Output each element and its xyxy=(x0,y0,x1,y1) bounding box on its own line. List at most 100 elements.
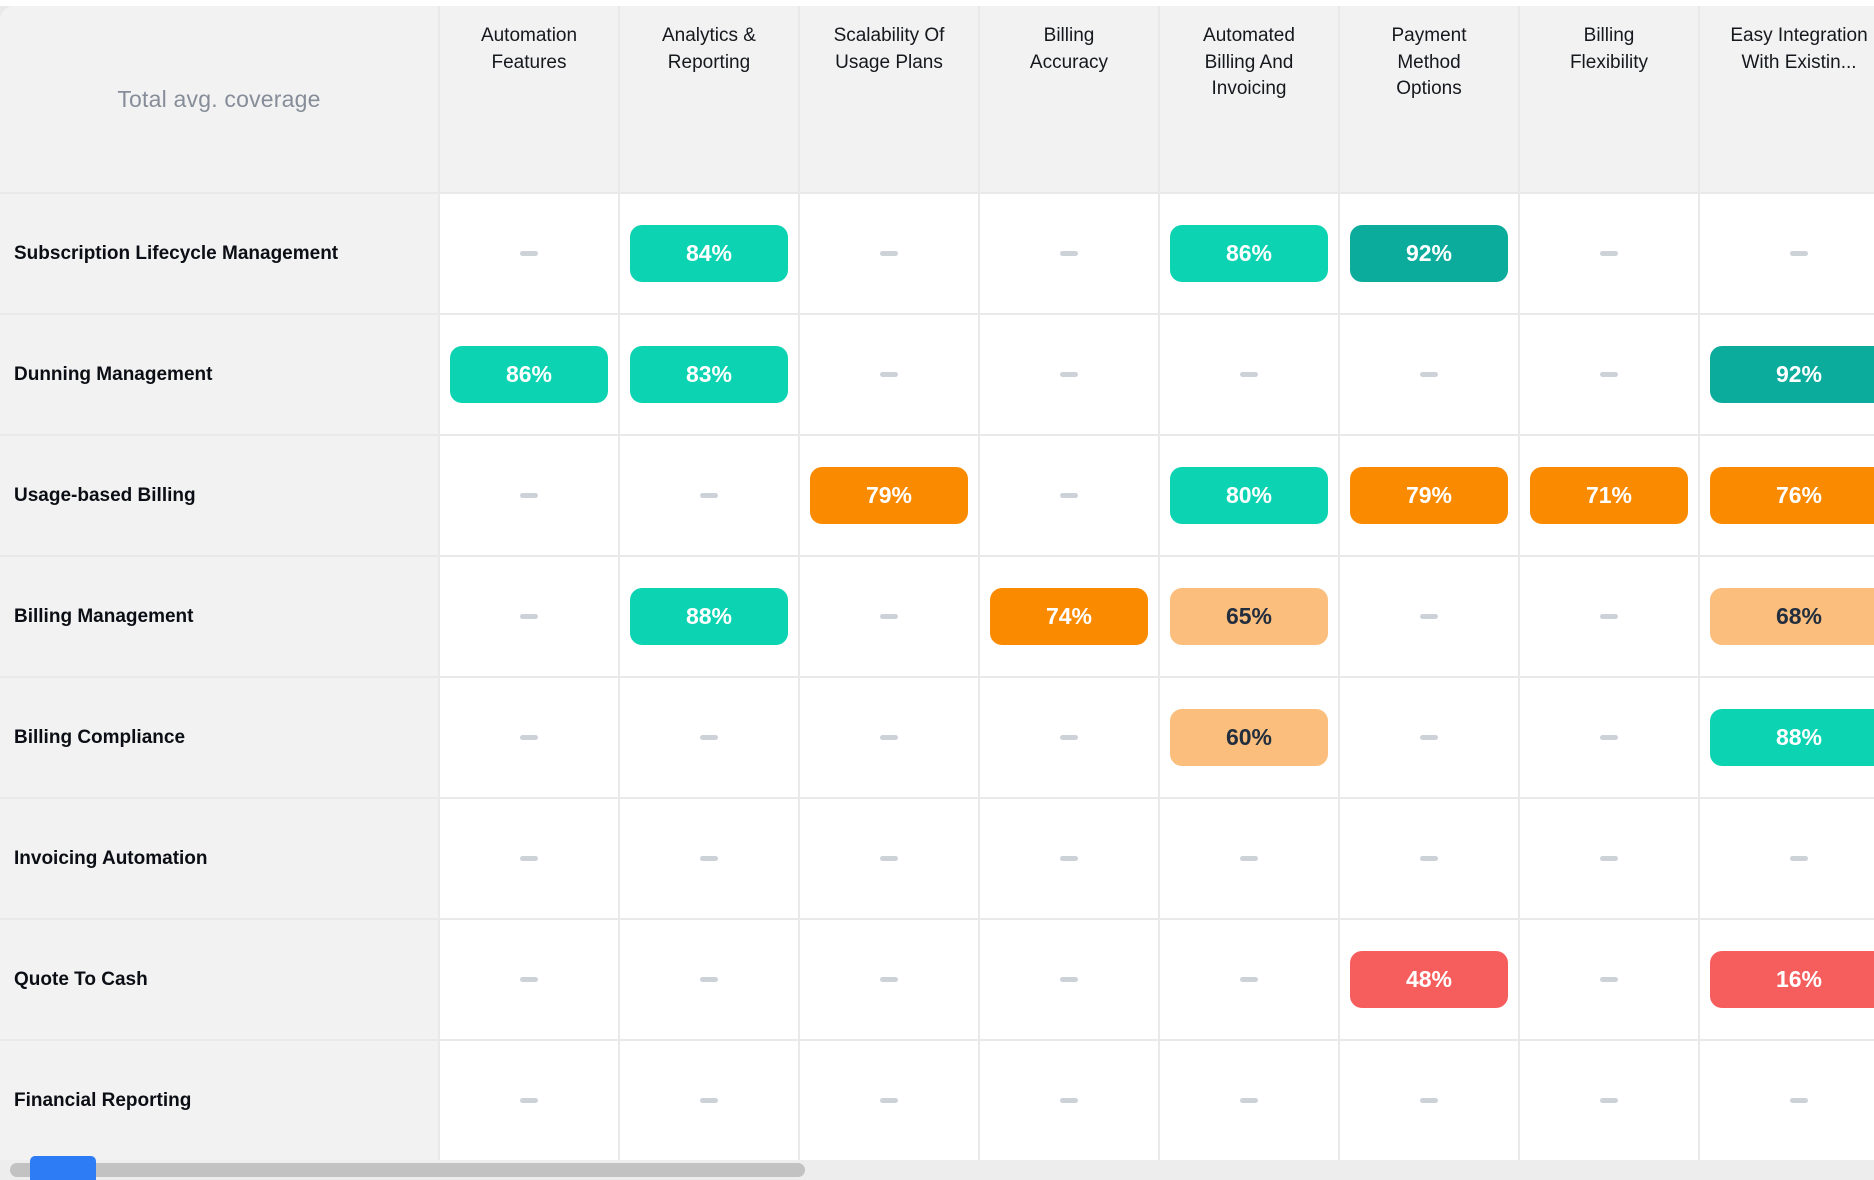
column-header-label: Automation Features xyxy=(480,25,578,73)
value-badge[interactable]: 88% xyxy=(630,588,788,645)
data-cell xyxy=(1700,1041,1874,1160)
row-label-7: Quote To Cash xyxy=(0,920,438,1039)
empty-dash xyxy=(1420,735,1438,740)
data-cell: 48% xyxy=(1340,920,1518,1039)
data-cell xyxy=(1340,799,1518,918)
empty-dash xyxy=(1060,977,1078,982)
value-badge[interactable]: 65% xyxy=(1170,588,1328,645)
empty-dash xyxy=(1600,977,1618,982)
table-title-cell: Total avg. coverage xyxy=(0,6,438,192)
coverage-table: Total avg. coverage Automation Features A… xyxy=(0,6,1874,1160)
empty-dash xyxy=(700,735,718,740)
scrollbar-thumb[interactable] xyxy=(10,1163,805,1177)
data-cell xyxy=(440,678,618,797)
data-cell xyxy=(800,678,978,797)
data-cell xyxy=(980,436,1158,555)
data-cell xyxy=(980,920,1158,1039)
row-label-text: Quote To Cash xyxy=(14,968,148,990)
empty-dash xyxy=(520,856,538,861)
empty-dash xyxy=(520,493,538,498)
row-label-6: Invoicing Automation xyxy=(0,799,438,918)
data-cell xyxy=(1160,1041,1338,1160)
empty-dash xyxy=(520,977,538,982)
data-cell: 88% xyxy=(620,557,798,676)
empty-dash xyxy=(700,856,718,861)
value-badge[interactable]: 48% xyxy=(1350,951,1508,1008)
column-header-6: Payment Method Options xyxy=(1340,6,1518,192)
value-badge[interactable]: 92% xyxy=(1350,225,1508,282)
data-cell xyxy=(1520,194,1698,313)
row-label-1: Subscription Lifecycle Management xyxy=(0,194,438,313)
data-cell xyxy=(800,920,978,1039)
data-cell xyxy=(440,557,618,676)
value-badge[interactable]: 74% xyxy=(990,588,1148,645)
empty-dash xyxy=(1240,977,1258,982)
value-badge[interactable]: 16% xyxy=(1710,951,1874,1008)
value-badge[interactable]: 68% xyxy=(1710,588,1874,645)
value-badge[interactable]: 79% xyxy=(810,467,968,524)
value-badge[interactable]: 86% xyxy=(1170,225,1328,282)
empty-dash xyxy=(880,372,898,377)
empty-dash xyxy=(1790,1098,1808,1103)
empty-dash xyxy=(1060,251,1078,256)
value-badge[interactable]: 80% xyxy=(1170,467,1328,524)
value-badge[interactable]: 84% xyxy=(630,225,788,282)
empty-dash xyxy=(520,614,538,619)
data-cell xyxy=(440,1041,618,1160)
column-header-7: Billing Flexibility xyxy=(1520,6,1698,192)
data-cell xyxy=(1520,920,1698,1039)
data-cell: 80% xyxy=(1160,436,1338,555)
data-cell xyxy=(800,194,978,313)
value-badge[interactable]: 83% xyxy=(630,346,788,403)
value-badge[interactable]: 71% xyxy=(1530,467,1688,524)
row-label-4: Billing Management xyxy=(0,557,438,676)
data-cell xyxy=(620,799,798,918)
data-cell: 68% xyxy=(1700,557,1874,676)
horizontal-scrollbar[interactable] xyxy=(0,1160,1874,1180)
data-cell xyxy=(1700,799,1874,918)
empty-dash xyxy=(880,1098,898,1103)
data-cell: 65% xyxy=(1160,557,1338,676)
empty-dash xyxy=(1790,856,1808,861)
data-cell: 60% xyxy=(1160,678,1338,797)
empty-dash xyxy=(1240,372,1258,377)
column-header-4: Billing Accuracy xyxy=(980,6,1158,192)
value-badge[interactable]: 86% xyxy=(450,346,608,403)
row-label-text: Usage-based Billing xyxy=(14,484,196,506)
chat-widget-fragment[interactable] xyxy=(30,1156,96,1180)
empty-dash xyxy=(520,1098,538,1103)
data-cell xyxy=(620,436,798,555)
empty-dash xyxy=(700,977,718,982)
empty-dash xyxy=(1240,1098,1258,1103)
column-header-label: Easy Integration With Existin... xyxy=(1730,25,1868,73)
value-badge[interactable]: 79% xyxy=(1350,467,1508,524)
value-badge[interactable]: 60% xyxy=(1170,709,1328,766)
column-header-label: Scalability Of Usage Plans xyxy=(833,25,945,73)
data-cell xyxy=(440,436,618,555)
value-badge[interactable]: 76% xyxy=(1710,467,1874,524)
data-cell: 76% xyxy=(1700,436,1874,555)
data-cell xyxy=(440,920,618,1039)
data-cell: 79% xyxy=(800,436,978,555)
data-cell xyxy=(620,1041,798,1160)
empty-dash xyxy=(1060,856,1078,861)
value-badge[interactable]: 92% xyxy=(1710,346,1874,403)
data-cell xyxy=(440,194,618,313)
data-cell xyxy=(1520,557,1698,676)
data-cell xyxy=(800,315,978,434)
column-header-label: Billing Flexibility xyxy=(1569,25,1649,73)
empty-dash xyxy=(880,977,898,982)
data-cell: 83% xyxy=(620,315,798,434)
column-header-label: Analytics & Reporting xyxy=(662,25,756,73)
empty-dash xyxy=(1600,372,1618,377)
empty-dash xyxy=(880,735,898,740)
empty-dash xyxy=(700,493,718,498)
data-cell: 79% xyxy=(1340,436,1518,555)
data-cell xyxy=(1340,1041,1518,1160)
data-cell: 71% xyxy=(1520,436,1698,555)
data-cell xyxy=(1160,920,1338,1039)
data-cell xyxy=(980,315,1158,434)
empty-dash xyxy=(1420,856,1438,861)
data-cell xyxy=(1520,678,1698,797)
value-badge[interactable]: 88% xyxy=(1710,709,1874,766)
